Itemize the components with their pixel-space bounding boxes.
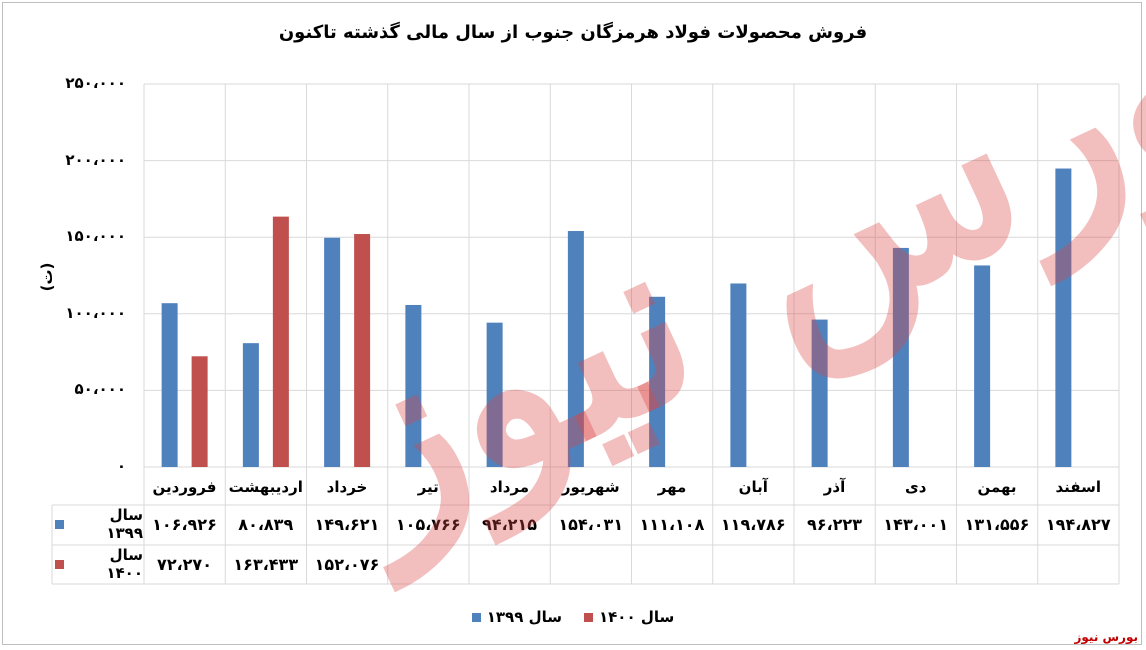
category-label: اسفند bbox=[1055, 478, 1101, 496]
y-tick-label: ۱۵۰،۰۰۰ bbox=[65, 227, 126, 246]
bar-1399 bbox=[974, 265, 991, 467]
category-label: بهمن bbox=[977, 478, 1017, 496]
bar-1399 bbox=[242, 343, 259, 467]
table-cell: ۹۶،۲۲۳ bbox=[807, 515, 862, 534]
series-name: سال ۱۳۹۹ bbox=[106, 506, 143, 542]
series-swatch bbox=[55, 519, 64, 529]
category-label: آذر bbox=[823, 478, 846, 496]
bar-1400 bbox=[272, 216, 289, 467]
legend-label: سال ۱۳۹۹ bbox=[486, 608, 562, 626]
bar-1399 bbox=[161, 303, 178, 467]
legend-item: سال ۱۳۹۹ bbox=[471, 608, 562, 626]
bar-1399 bbox=[1055, 168, 1072, 468]
category-label: تیر bbox=[417, 478, 439, 496]
y-tick-label: ۵۰،۰۰۰ bbox=[74, 380, 126, 399]
legend-label: سال ۱۴۰۰ bbox=[599, 608, 675, 626]
category-label: فروردین bbox=[152, 478, 217, 496]
y-tick-label: ۲۵۰،۰۰۰ bbox=[65, 74, 126, 92]
table-cell: ۱۵۴،۰۳۱ bbox=[558, 515, 624, 534]
series-swatch bbox=[55, 559, 64, 569]
category-label: اردیبهشت bbox=[228, 478, 303, 496]
bar-1399 bbox=[567, 231, 584, 467]
bar-1399 bbox=[405, 304, 422, 467]
y-tick-label: ۰ bbox=[116, 457, 126, 475]
legend-swatch bbox=[584, 612, 593, 622]
category-label: دی bbox=[905, 478, 927, 496]
bar-1399 bbox=[730, 283, 747, 467]
bar-1399 bbox=[324, 237, 341, 467]
table-row-header: سال ۱۴۰۰ bbox=[55, 545, 143, 583]
series-name: سال ۱۴۰۰ bbox=[106, 546, 143, 582]
table-cell: ۱۱۱،۱۰۸ bbox=[639, 515, 705, 534]
category-label: شهریور bbox=[561, 478, 620, 496]
table-cell: ۱۴۹،۶۲۱ bbox=[314, 515, 380, 534]
y-axis-title: (ت) bbox=[38, 262, 56, 292]
table-cell: ۱۴۳،۰۰۱ bbox=[883, 515, 949, 534]
bar-1399 bbox=[811, 319, 828, 467]
bar-1399 bbox=[649, 296, 666, 467]
category-label: آبان bbox=[738, 478, 768, 496]
legend-item: سال ۱۴۰۰ bbox=[584, 608, 674, 626]
table-cell: ۹۴،۲۱۵ bbox=[482, 515, 537, 534]
table-cell: ۱۰۵،۷۶۶ bbox=[395, 515, 461, 534]
bar-1400 bbox=[354, 234, 371, 467]
legend-swatch bbox=[471, 612, 481, 622]
bar-1399 bbox=[892, 247, 909, 467]
chart-title: فروش محصولات فولاد هرمزگان جنوب از سال م… bbox=[278, 22, 868, 43]
table-cell: ۸۰،۸۳۹ bbox=[238, 515, 294, 534]
table-cell: ۱۹۴،۸۲۷ bbox=[1045, 515, 1111, 534]
table-cell: ۱۰۶،۹۲۶ bbox=[152, 515, 217, 534]
table-cell: ۱۶۳،۴۳۳ bbox=[233, 555, 299, 574]
table-cell: ۷۲،۲۷۰ bbox=[157, 555, 212, 574]
source-label: بورس نیوز bbox=[1074, 630, 1138, 644]
category-label: مرداد bbox=[489, 478, 530, 496]
y-tick-label: ۲۰۰،۰۰۰ bbox=[65, 150, 126, 169]
bar-1400 bbox=[191, 356, 208, 467]
table-cell: ۱۳۱،۵۵۶ bbox=[964, 515, 1030, 534]
bar-1399 bbox=[486, 322, 503, 467]
table-cell: ۱۱۹،۷۸۶ bbox=[720, 515, 786, 534]
y-tick-label: ۱۰۰،۰۰۰ bbox=[65, 303, 126, 322]
legend: سال ۱۴۰۰ سال ۱۳۹۹ bbox=[0, 608, 1146, 626]
category-label: خرداد bbox=[326, 478, 368, 496]
table-row-header: سال ۱۳۹۹ bbox=[55, 505, 143, 543]
category-label: مهر bbox=[657, 478, 687, 496]
table-cell: ۱۵۲،۰۷۶ bbox=[314, 555, 380, 574]
